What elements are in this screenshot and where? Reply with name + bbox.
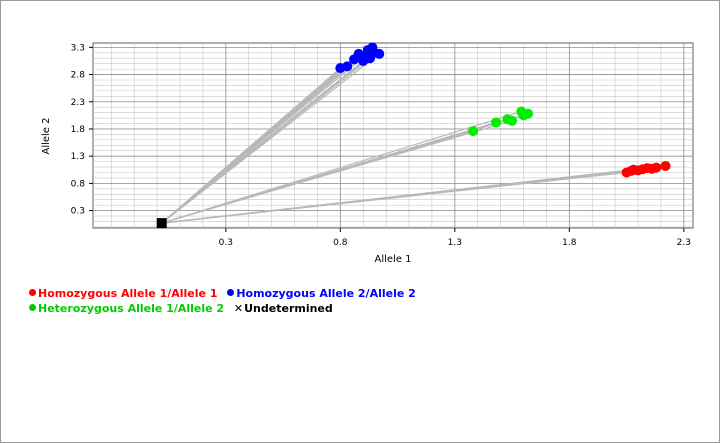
plot-area xyxy=(92,42,694,229)
data-points xyxy=(156,42,671,229)
grid xyxy=(93,43,693,228)
trajectory-line xyxy=(161,46,373,224)
x-axis-ticks: 0.3 0.8 1.3 1.8 2.3 xyxy=(219,228,691,248)
legend: Homozygous Allele 1/Allele 1 Homozygous … xyxy=(29,286,422,316)
y-axis-ticks: 0.3 0.8 1.3 1.8 2.3 2.8 3.3 xyxy=(71,43,93,217)
x-tick-label: 1.8 xyxy=(562,238,577,248)
y-tick-label: 1.8 xyxy=(71,125,86,135)
legend-item-homozygous-allele-1: Homozygous Allele 1/Allele 1 xyxy=(29,286,217,301)
y-tick-label: 2.3 xyxy=(71,98,85,108)
data-point xyxy=(507,115,518,126)
data-point xyxy=(651,162,662,173)
legend-label: Heterozygous Allele 1/Allele 2 xyxy=(38,302,225,315)
x-tick-label: 2.3 xyxy=(677,238,691,248)
y-tick-label: 0.8 xyxy=(71,179,86,189)
trajectory-lines xyxy=(161,46,666,224)
legend-row: Homozygous Allele 1/Allele 1 Homozygous … xyxy=(29,286,422,301)
legend-item-undetermined: ✕Undetermined xyxy=(234,301,333,316)
legend-item-heterozygous: Heterozygous Allele 1/Allele 2 xyxy=(29,301,224,316)
legend-marker-green-dot xyxy=(29,304,36,311)
data-point xyxy=(468,126,479,137)
y-tick-label: 1.3 xyxy=(71,152,85,162)
legend-item-homozygous-allele-2: Homozygous Allele 2/Allele 2 xyxy=(227,286,416,301)
data-point xyxy=(491,117,502,128)
data-point xyxy=(342,61,353,72)
y-tick-label: 2.8 xyxy=(71,71,86,81)
trajectory-line xyxy=(161,57,371,224)
x-tick-label: 0.3 xyxy=(219,238,233,248)
x-tick-label: 1.3 xyxy=(448,238,462,248)
data-point xyxy=(374,48,385,59)
y-tick-label: 0.3 xyxy=(71,207,85,217)
legend-row: Heterozygous Allele 1/Allele 2 ✕Undeterm… xyxy=(29,301,422,316)
trajectory-line xyxy=(161,110,522,224)
data-point xyxy=(365,53,376,64)
data-point xyxy=(523,108,534,119)
data-point xyxy=(660,160,671,171)
legend-marker-blue-dot xyxy=(227,289,235,296)
legend-label: Homozygous Allele 1/Allele 1 xyxy=(38,287,218,300)
y-axis-title: Allele 2 xyxy=(41,117,52,154)
x-tick-label: 0.8 xyxy=(333,238,348,248)
legend-marker-x-icon: ✕ xyxy=(233,302,244,315)
legend-marker-red-dot xyxy=(29,289,36,296)
data-point-undetermined xyxy=(156,218,167,229)
x-axis-title: Allele 1 xyxy=(374,254,411,265)
legend-label: Homozygous Allele 2/Allele 2 xyxy=(236,287,416,300)
trajectory-line xyxy=(161,165,666,224)
trajectory-line xyxy=(161,113,529,224)
y-tick-label: 3.3 xyxy=(71,43,85,53)
legend-label: Undetermined xyxy=(244,302,333,315)
